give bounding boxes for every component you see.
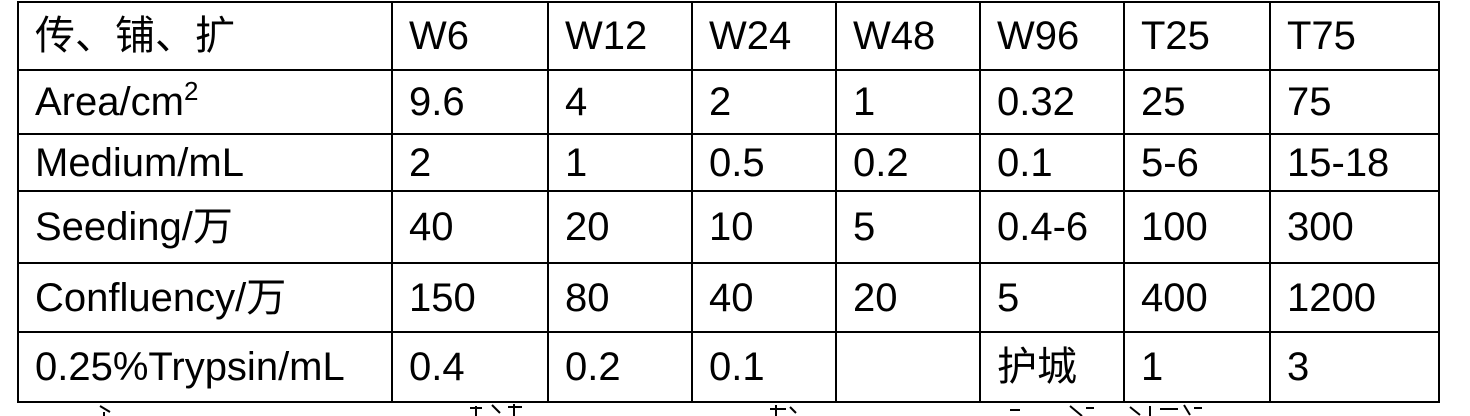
row-label-area: Area/cm2 xyxy=(17,69,393,135)
table-cell: 25 xyxy=(1123,69,1271,135)
table-cell: 4 xyxy=(547,69,693,135)
table-cell: 0.1 xyxy=(691,331,837,403)
table-cell: 100 xyxy=(1123,190,1271,264)
table-cell: 5-6 xyxy=(1123,133,1271,192)
table-cell: 80 xyxy=(547,262,693,333)
table-cell: 2 xyxy=(391,133,549,192)
row-label-trypsin: 0.25%Trypsin/mL xyxy=(17,331,393,403)
culture-vessel-table: 传、铺、扩 W6 W12 W24 W48 W96 T25 T75 Area/cm… xyxy=(17,1,1440,403)
table-cell: 0.2 xyxy=(547,331,693,403)
table-cell: 400 xyxy=(1123,262,1271,333)
row-label-seeding: Seeding/万 xyxy=(17,190,393,264)
cropped-text-fragment xyxy=(99,404,1202,416)
row-label-confluency: Confluency/万 xyxy=(17,262,393,333)
table-cell: 0.1 xyxy=(979,133,1125,192)
table-cell: 1 xyxy=(835,69,981,135)
table-cell: 0.5 xyxy=(691,133,837,192)
column-header-w48: W48 xyxy=(835,1,981,71)
row-label-medium: Medium/mL xyxy=(17,133,393,192)
table-cell: 300 xyxy=(1269,190,1440,264)
table-cell: 150 xyxy=(391,262,549,333)
table-cell: 10 xyxy=(691,190,837,264)
table-header-row: 传、铺、扩 W6 W12 W24 W48 W96 T25 T75 xyxy=(17,1,1440,71)
table-cell: 1200 xyxy=(1269,262,1440,333)
column-header-w12: W12 xyxy=(547,1,693,71)
row-label-area-text: Area/cm xyxy=(35,80,184,124)
column-header-t75: T75 xyxy=(1269,1,1440,71)
table-cell: 20 xyxy=(547,190,693,264)
column-header-w24: W24 xyxy=(691,1,837,71)
table-cell: 5 xyxy=(835,190,981,264)
column-header-w6: W6 xyxy=(391,1,549,71)
table-cell: 40 xyxy=(391,190,549,264)
header-label-cell: 传、铺、扩 xyxy=(17,1,393,71)
table-cell: 0.2 xyxy=(835,133,981,192)
column-header-t25: T25 xyxy=(1123,1,1271,71)
table-cell: 2 xyxy=(691,69,837,135)
table-cell: 5 xyxy=(979,262,1125,333)
table-cell: 75 xyxy=(1269,69,1440,135)
table-cell: 1 xyxy=(1123,331,1271,403)
row-label-area-superscript: 2 xyxy=(183,76,199,106)
table-row-trypsin: 0.25%Trypsin/mL 0.4 0.2 0.1 护城 1 3 xyxy=(17,331,1440,403)
table-cell: 0.4-6 xyxy=(979,190,1125,264)
table-cell: 9.6 xyxy=(391,69,549,135)
column-header-w96: W96 xyxy=(979,1,1125,71)
table-row-area: Area/cm2 9.6 4 2 1 0.32 25 75 xyxy=(17,69,1440,135)
table-cell: 护城 xyxy=(979,331,1125,403)
table-cell: 20 xyxy=(835,262,981,333)
table-row-confluency: Confluency/万 150 80 40 20 5 400 1200 xyxy=(17,262,1440,333)
table-row-seeding: Seeding/万 40 20 10 5 0.4-6 100 300 xyxy=(17,190,1440,264)
table-row-medium: Medium/mL 2 1 0.5 0.2 0.1 5-6 15-18 xyxy=(17,133,1440,192)
table-cell: 0.4 xyxy=(391,331,549,403)
table-cell: 0.32 xyxy=(979,69,1125,135)
table-cell: 15-18 xyxy=(1269,133,1440,192)
table-cell: 1 xyxy=(547,133,693,192)
table-cell: 3 xyxy=(1269,331,1440,403)
table-cell: 40 xyxy=(691,262,837,333)
table-cell-empty xyxy=(835,331,981,403)
